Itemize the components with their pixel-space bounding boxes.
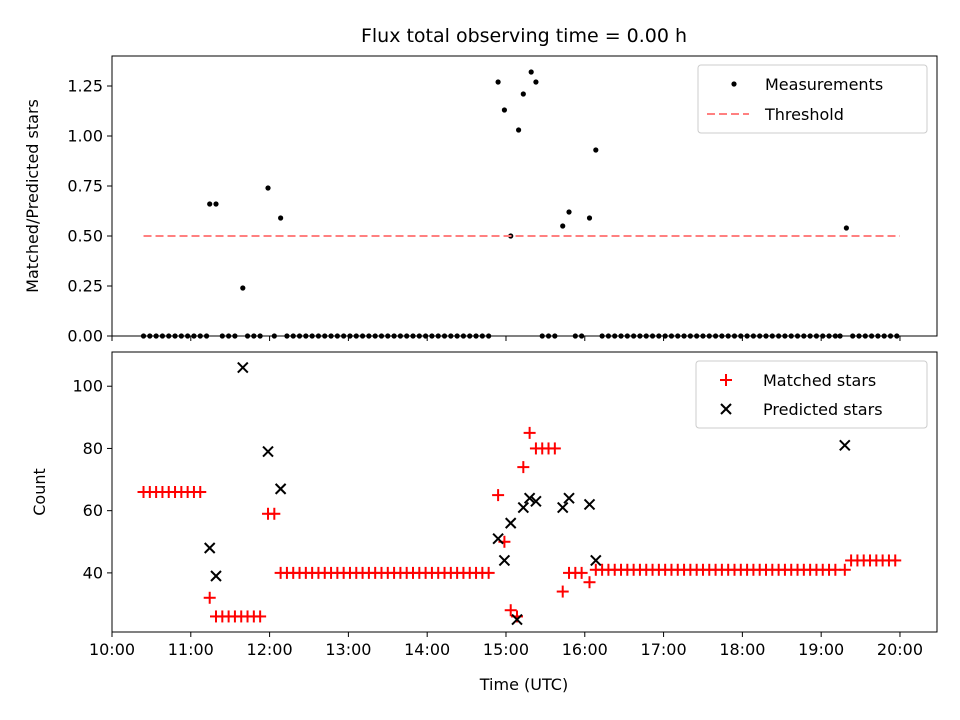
ratio-y-tick-label: 0.00	[67, 327, 103, 346]
matched-stars-point	[268, 507, 281, 520]
matched-stars-point	[203, 591, 216, 604]
measurements-point	[593, 147, 599, 153]
measurements-point	[566, 209, 572, 215]
predicted-stars-point	[505, 517, 517, 529]
measurements-point	[520, 91, 526, 97]
measurements-point	[501, 107, 508, 113]
predicted-stars-point	[517, 501, 530, 514]
predicted-stars-point	[839, 439, 851, 452]
measurements-point	[240, 285, 246, 291]
matched-stars-point	[889, 554, 902, 567]
predicted-stars-point	[210, 570, 222, 582]
legend-label-threshold: Threshold	[764, 105, 844, 124]
matched-stars-point	[583, 576, 596, 589]
predicted-stars-point	[523, 492, 536, 504]
count-marks	[137, 361, 902, 626]
predicted-stars-point	[492, 532, 504, 545]
count-y-ticks: 40 60 80 100	[72, 377, 112, 582]
ratio-y-ticks: 0.00 0.25 0.50 0.75 1.00 1.25	[67, 77, 112, 346]
predicted-stars-point	[237, 361, 249, 374]
matched-stars-point	[504, 604, 517, 617]
x-tick-label: 15:00	[483, 640, 529, 659]
predicted-stars-point	[530, 495, 542, 508]
matched-stars-point	[254, 610, 267, 623]
measurements-point	[278, 215, 284, 221]
x-tick-label: 16:00	[562, 640, 608, 659]
matched-stars-point	[482, 566, 495, 579]
x-tick-label: 19:00	[798, 640, 844, 659]
matched-stars-point	[194, 486, 207, 498]
measurements-point	[586, 215, 593, 221]
predicted-stars-point	[583, 498, 596, 511]
predicted-stars-point	[498, 554, 511, 567]
count-x-ticks: 10:00 11:00 12:00 13:00 14:00 15:00 16:00 17:00…	[89, 632, 923, 659]
legend-marker-measurements	[731, 81, 737, 87]
x-tick-label: 18:00	[719, 640, 765, 659]
x-tick-label: 20:00	[877, 640, 923, 659]
ratio-panel: Flux total observing time = 0.00 h 0.000…	[23, 25, 938, 346]
predicted-stars-point	[590, 554, 602, 567]
matched-stars-point	[838, 563, 851, 576]
x-tick-label: 14:00	[404, 640, 450, 659]
measurements-point	[560, 223, 566, 229]
count-axes-frame	[111, 351, 938, 633]
ratio-legend-box	[697, 64, 928, 134]
ratio-y-tick-label: 1.25	[67, 77, 103, 96]
count-y-tick-label: 80	[83, 439, 103, 458]
measurements-point	[213, 201, 219, 207]
measurements-point	[533, 79, 539, 85]
predicted-stars-point	[274, 483, 287, 495]
matched-stars-point	[548, 442, 561, 455]
matched-stars-point	[556, 585, 569, 598]
count-legend: Matched stars Predicted stars	[695, 360, 928, 429]
measurements-point	[265, 185, 271, 191]
ratio-x-ticks	[111, 336, 901, 341]
matched-stars-point	[523, 426, 536, 439]
legend-marker-matched	[720, 374, 732, 386]
measurements-point	[495, 79, 501, 85]
ratio-marks	[140, 69, 900, 339]
count-panel: 40 60 80 100 10:00 11:00 12:00 13:00 14:00 15:00…	[30, 351, 938, 694]
predicted-stars-point	[262, 445, 274, 458]
predicted-stars-point	[563, 492, 575, 504]
ratio-axes-frame	[111, 55, 938, 337]
matched-stars-point	[575, 566, 588, 579]
ratio-y-tick-label: 0.25	[67, 277, 103, 296]
ratio-legend: Measurements Threshold	[697, 64, 928, 134]
x-tick-label: 11:00	[168, 640, 214, 659]
matched-stars-point	[517, 461, 530, 474]
legend-label-measurements: Measurements	[765, 75, 883, 94]
ratio-y-tick-label: 1.00	[67, 127, 103, 146]
ratio-y-tick-label: 0.50	[67, 227, 103, 246]
measurements-point	[528, 69, 534, 75]
legend-label-predicted: Predicted stars	[763, 400, 883, 419]
ratio-y-tick-label: 0.75	[67, 177, 103, 196]
predicted-stars-point	[204, 542, 216, 554]
count-y-axis-label: Count	[30, 468, 49, 516]
legend-marker-predicted	[720, 403, 732, 415]
predicted-stars-point	[557, 501, 569, 514]
measurements-point	[515, 127, 522, 133]
matched-stars-point	[492, 489, 505, 502]
x-tick-label: 13:00	[325, 640, 371, 659]
measurements-point	[207, 201, 213, 207]
count-y-tick-label: 60	[83, 501, 103, 520]
count-legend-box	[695, 360, 928, 429]
x-axis-label: Time (UTC)	[479, 675, 568, 694]
x-tick-label: 17:00	[641, 640, 687, 659]
ratio-y-axis-label: Matched/Predicted stars	[23, 99, 42, 293]
count-y-tick-label: 100	[72, 377, 103, 396]
chart-title: Flux total observing time = 0.00 h	[361, 25, 687, 47]
legend-label-matched: Matched stars	[763, 371, 876, 390]
count-y-tick-label: 40	[83, 563, 103, 582]
x-tick-label: 12:00	[247, 640, 293, 659]
measurements-point	[843, 225, 849, 231]
x-tick-label: 10:00	[89, 640, 135, 659]
predicted-stars-point	[511, 613, 523, 626]
